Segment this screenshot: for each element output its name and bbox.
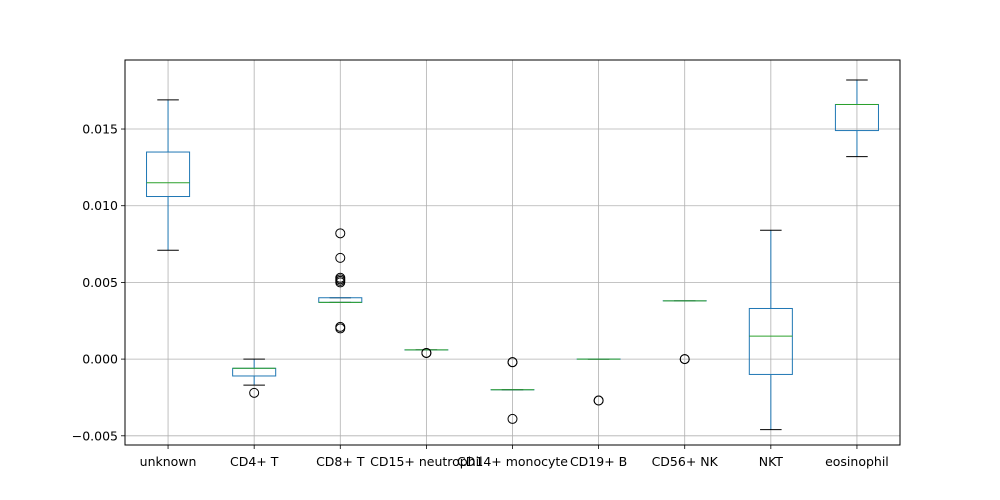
x-tick-label: unknown (140, 454, 197, 469)
box-6 (662, 300, 707, 365)
y-tick-label: 0.005 (82, 275, 118, 290)
y-tick-label: 0.000 (82, 352, 118, 367)
iqr-box (748, 307, 793, 375)
outlier-point (335, 252, 346, 263)
outlier-point (249, 387, 260, 398)
outlier-point (679, 354, 690, 365)
outlier-point (593, 395, 604, 406)
y-tick-label: 0.010 (82, 198, 118, 213)
x-tick-label: NKT (759, 454, 784, 469)
outlier-point (335, 277, 346, 288)
axis-ticks: −0.005 0.000 0.005 0.010 0.015 unknown CD4+ T C… (72, 122, 889, 469)
x-tick-label: eosinophil (825, 454, 889, 469)
box-5 (576, 358, 621, 406)
y-tick-label: 0.015 (82, 122, 118, 137)
box-4 (490, 357, 535, 424)
box-1 (232, 358, 277, 398)
box-7 (748, 229, 793, 431)
box-0 (146, 99, 191, 251)
boxes (146, 79, 879, 431)
outlier-point (335, 323, 346, 334)
x-tick-label: CD14+ monocyte (457, 454, 568, 469)
x-tick-label: CD15+ neutrophil (370, 454, 482, 469)
outlier-point (335, 228, 346, 239)
x-tick-label: CD4+ T (230, 454, 279, 469)
outlier-point (421, 347, 432, 358)
iqr-box (146, 151, 191, 198)
box-3 (404, 347, 449, 358)
box-2 (318, 228, 363, 334)
x-tick-label: CD19+ B (570, 454, 627, 469)
x-tick-label: CD8+ T (316, 454, 365, 469)
outlier-point (507, 357, 518, 368)
outlier-point (507, 413, 518, 424)
box-8 (834, 79, 879, 158)
y-tick-label: −0.005 (72, 428, 118, 443)
x-tick-label: CD56+ NK (652, 454, 719, 469)
